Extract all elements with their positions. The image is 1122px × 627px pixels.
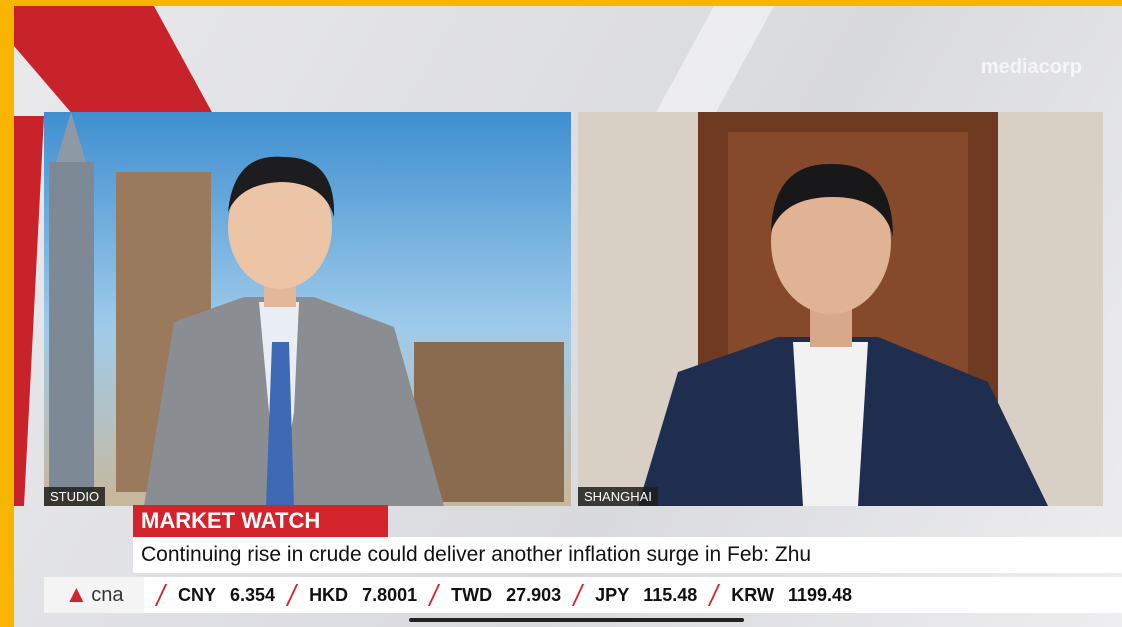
ticker-item: JPY 115.48 xyxy=(561,584,697,606)
rate: 115.48 xyxy=(643,585,697,606)
currency: TWD xyxy=(451,585,492,606)
rate: 1199.48 xyxy=(788,585,852,606)
headline: Continuing rise in crude could deliver a… xyxy=(133,537,1122,573)
home-indicator xyxy=(409,618,744,622)
rate: 7.8001 xyxy=(362,585,417,606)
segment-tag: MARKET WATCH xyxy=(133,505,388,537)
panel-label: SHANGHAI xyxy=(578,487,658,506)
ticker: ▲cna CNY 6.354 HKD 7.8001 TWD 27.903 JPY 115.48… xyxy=(44,577,1122,613)
channel-logo: ▲cna xyxy=(44,577,144,613)
panel-label: STUDIO xyxy=(44,487,105,506)
currency: KRW xyxy=(731,585,774,606)
logo-text: cna xyxy=(91,584,123,607)
currency: HKD xyxy=(309,585,348,606)
currency: CNY xyxy=(178,585,216,606)
separator xyxy=(572,584,584,606)
ticker-item: HKD 7.8001 xyxy=(275,584,417,606)
remote-scene xyxy=(578,112,1103,506)
broadcast-screen: mediacorp STUDIO SHANGHAI MARKET WATCH C… xyxy=(14,6,1122,627)
rate: 6.354 xyxy=(230,585,275,606)
separator xyxy=(428,584,440,606)
studio-panel: STUDIO xyxy=(44,112,571,506)
ticker-item: CNY 6.354 xyxy=(144,584,275,606)
remote-panel: SHANGHAI xyxy=(578,112,1103,506)
currency: JPY xyxy=(595,585,629,606)
video-frame: mediacorp STUDIO SHANGHAI MARKET WATCH C… xyxy=(0,0,1122,627)
separator xyxy=(155,584,167,606)
ticker-item: TWD 27.903 xyxy=(417,584,561,606)
rate: 27.903 xyxy=(506,585,561,606)
watermark: mediacorp xyxy=(981,56,1082,79)
separator xyxy=(708,584,720,606)
studio-scene xyxy=(44,112,571,506)
ticker-item: KRW 1199.48 xyxy=(697,584,852,606)
separator xyxy=(286,584,298,606)
